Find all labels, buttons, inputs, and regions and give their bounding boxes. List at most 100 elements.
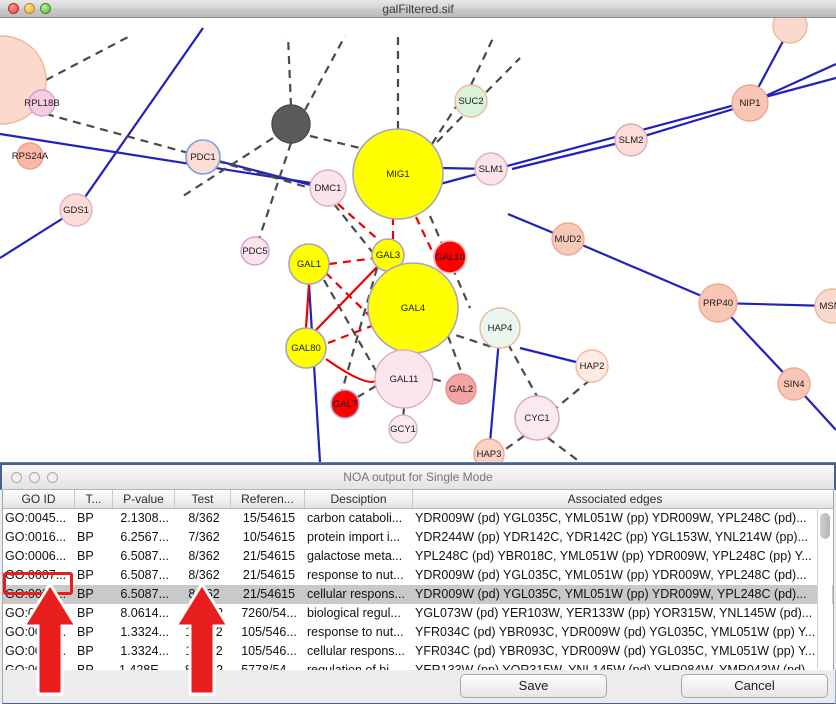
node-label-SLM2: SLM2 (619, 135, 644, 146)
column-header-pvalue[interactable]: P-value (113, 490, 175, 508)
scrollbar-thumb[interactable] (820, 513, 830, 539)
zoom-button[interactable] (40, 3, 51, 14)
cell-edges: YPL248C (pd) YBR018C, YML051W (pp) YDR00… (415, 549, 812, 563)
minimize-button[interactable] (24, 3, 35, 14)
cell-test: 8/362 (188, 511, 220, 525)
node-GAL1[interactable] (288, 243, 330, 285)
edge-pd (555, 379, 591, 409)
node-label-GAL80: GAL80 (291, 343, 321, 354)
node-HAP3[interactable] (473, 438, 505, 462)
noa-minimize-button[interactable] (29, 471, 40, 483)
node-unlabeled-gray[interactable] (271, 104, 311, 144)
node-top-right-cut[interactable] (772, 18, 808, 44)
node-HAP4[interactable] (479, 307, 521, 349)
node-SLM2[interactable] (614, 123, 648, 157)
cell-description: cellular respons... (307, 644, 405, 658)
node-CYC1[interactable] (514, 395, 560, 441)
node-label-RPS24A: RPS24A (12, 151, 49, 162)
cell-pvalue: 1.3324... (120, 625, 169, 639)
cancel-button[interactable]: Cancel (681, 674, 828, 698)
noa-zoom-button[interactable] (47, 471, 58, 483)
edge-pd (253, 142, 293, 252)
cell-test: 8/362 (188, 568, 220, 582)
node-GAL80[interactable] (285, 327, 327, 369)
network-canvas[interactable]: RPL18B RPS24A GDS1 PDC1 PDC5 SUC2 MIG1 D… (0, 18, 836, 462)
node-PDC1[interactable] (185, 139, 221, 175)
table-row[interactable]: GO:0050...BP1.428E...80/3625778/54...reg… (3, 661, 833, 670)
node-label-GCY1: GCY1 (390, 424, 416, 435)
node-GAL2[interactable] (445, 373, 477, 405)
column-header-reference[interactable]: Referen... (231, 490, 305, 508)
table-vertical-scrollbar[interactable] (817, 509, 832, 669)
node-SUC2[interactable] (454, 84, 488, 118)
close-button[interactable] (8, 3, 19, 14)
column-header-type[interactable]: T... (75, 490, 113, 508)
network-nodes[interactable]: RPL18B RPS24A GDS1 PDC1 PDC5 SUC2 MIG1 D… (0, 18, 836, 462)
edge-pp (487, 327, 502, 455)
edge-pd (286, 35, 293, 107)
cell-go_id: GO:0045... (5, 511, 67, 525)
column-header-test[interactable]: Test (175, 490, 231, 508)
column-header-go_id[interactable]: GO ID (3, 490, 75, 508)
column-header-edges[interactable]: Associated edges (567, 492, 663, 506)
table-row[interactable]: GO:0006... BP 6.5087... 8/362 21/54615 galact… (3, 547, 833, 566)
edge-pd (304, 35, 346, 111)
node-label-PRP40: PRP40 (703, 298, 733, 309)
node-label-DMC1: DMC1 (315, 183, 342, 194)
table-row[interactable]: GO:0007... BP 6.5087... 8/362 21/54615 respon… (3, 566, 833, 585)
noa-results-table[interactable]: GO ID T... P-value Test Referen... Desciption… (2, 490, 834, 670)
node-PRP40[interactable] (698, 283, 738, 323)
edge-red-dashed (328, 256, 377, 266)
node-MIG1[interactable] (352, 128, 444, 220)
table-row[interactable]: GO:0031...BP1.3324...11/362105/546...res… (3, 623, 833, 642)
node-RPS24A[interactable] (16, 142, 44, 170)
node-label-GAL7: GAL7 (333, 399, 357, 410)
cell-pvalue: 6.5087... (120, 549, 169, 563)
table-row[interactable]: GO:0016... BP 6.2567... 7/362 10/54615 protei… (3, 528, 833, 547)
cell-type: BP (77, 511, 94, 525)
main-window-titlebar: galFiltered.sif (0, 0, 836, 18)
node-RPL18B[interactable] (28, 89, 56, 117)
cell-description: biological regul... (307, 606, 401, 620)
edge-pd (547, 437, 581, 462)
node-DMC1[interactable] (309, 169, 347, 207)
node-GDS1[interactable] (59, 193, 93, 227)
edge-pp (0, 132, 331, 188)
cell-reference: 21/54615 (242, 587, 296, 601)
table-body[interactable]: GO:0045... BP 2.1308... 8/362 15/54615 carbon… (3, 509, 833, 670)
node-MUD2[interactable] (551, 222, 585, 256)
cell-edges: YDR009W (pd) YGL035C, YML051W (pp) YDR00… (415, 587, 807, 601)
save-button[interactable]: Save (460, 674, 607, 698)
table-row[interactable]: GO:0045... BP 2.1308... 8/362 15/54615 carbon… (3, 509, 833, 528)
node-GCY1[interactable] (388, 414, 418, 444)
cell-edges: YER133W (pp) YOR315W, YNL145W (pd) YHR08… (415, 663, 816, 670)
node-HAP2[interactable] (575, 349, 609, 383)
node-label-PDC5: PDC5 (242, 246, 267, 257)
edge-red-curve (325, 358, 379, 383)
node-MSN[interactable] (814, 288, 836, 324)
node-NIP1[interactable] (731, 84, 769, 122)
node-GAL10[interactable] (433, 240, 467, 274)
column-header-description[interactable]: Desciption (305, 490, 413, 508)
cell-edges: YDR009W (pd) YGL035C, YML051W (pp) YDR00… (415, 568, 807, 582)
edge-pd (309, 134, 361, 150)
node-GAL7[interactable] (330, 389, 360, 419)
node-label-GAL2: GAL2 (449, 384, 473, 395)
noa-panel-title: NOA output for Single Mode (343, 469, 493, 484)
table-row[interactable]: GO:0065...BP8.0614...94/3627260/54...bio… (3, 604, 833, 623)
cell-type: BP (77, 568, 94, 582)
edge-pd (45, 112, 204, 159)
cell-test: 7/362 (188, 530, 220, 544)
node-GAL11[interactable] (374, 349, 434, 409)
table-row[interactable]: GO:0031...BP1.3324...11/362105/546...cel… (3, 642, 833, 661)
node-PDC5[interactable] (240, 236, 270, 266)
cell-description: carbon cataboli... (307, 511, 403, 525)
noa-close-button[interactable] (11, 471, 22, 483)
table-row[interactable]: GO:0031...BP6.5087...8/36221/54615cellul… (3, 585, 833, 604)
cell-reference: 5778/54... (241, 663, 297, 670)
cell-go_id: GO:0007... (5, 568, 67, 582)
node-SLM1[interactable] (474, 152, 508, 186)
node-SIN4[interactable] (777, 367, 811, 401)
cell-pvalue: 1.428E... (118, 663, 169, 670)
cell-go_id: GO:0050... (5, 663, 67, 670)
